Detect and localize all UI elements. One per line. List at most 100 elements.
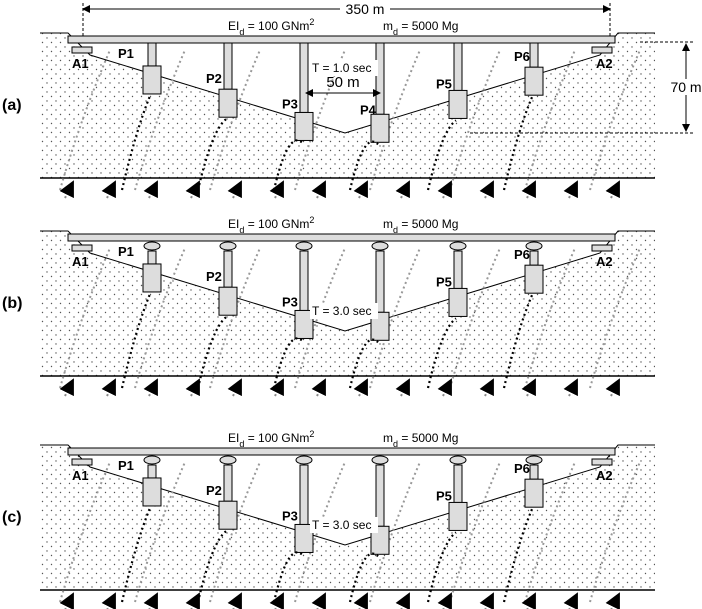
stiffness-main: EI <box>228 217 239 231</box>
pier-label: P5 <box>436 274 452 289</box>
pier-label: P2 <box>206 483 222 498</box>
foundation <box>371 114 389 142</box>
bearing <box>144 456 160 464</box>
input-arrow <box>443 380 451 396</box>
input-arrow <box>611 182 619 198</box>
mass-main: m <box>383 217 393 231</box>
input-arrow <box>569 182 577 198</box>
input-arrow <box>527 182 535 198</box>
input-arrow <box>149 594 157 609</box>
pier-label: P3 <box>282 96 298 111</box>
input-arrow <box>317 182 325 198</box>
input-arrow <box>317 380 325 396</box>
bearing <box>220 242 236 250</box>
mass-rest: = 5000 Mg <box>398 19 458 33</box>
input-arrow <box>107 594 115 609</box>
input-arrow <box>233 380 241 396</box>
period-label: T = 3.0 sec <box>312 304 371 318</box>
input-arrow <box>527 594 535 609</box>
input-arrow <box>569 594 577 609</box>
input-arrow <box>233 182 241 198</box>
abutment-label: A2 <box>596 254 613 269</box>
bearing <box>220 456 236 464</box>
stiffness-main: EI <box>228 19 239 33</box>
bearing <box>450 456 466 464</box>
foundation <box>295 112 313 140</box>
pier-label: P2 <box>206 71 222 86</box>
pier-spacing-label: 50 m <box>326 74 359 91</box>
bearing <box>450 242 466 250</box>
stiffness-label: EId = 100 GNm2 <box>228 429 314 449</box>
abutment-label: A1 <box>72 468 89 483</box>
pier-label: P5 <box>436 76 452 91</box>
input-arrow <box>65 182 73 198</box>
pier-column <box>224 43 232 89</box>
input-arrow <box>359 182 367 198</box>
span-label: 350 m <box>346 1 385 17</box>
pier-label: P1 <box>118 458 134 473</box>
pier-label: P5 <box>436 488 452 503</box>
abutment-label: A2 <box>596 56 613 71</box>
input-arrow <box>611 380 619 396</box>
height-label: 70 m <box>670 79 701 95</box>
pier-column <box>300 43 308 112</box>
bearing <box>372 242 388 250</box>
mass-rest: = 5000 Mg <box>398 431 458 445</box>
input-arrow <box>443 182 451 198</box>
pier-column <box>300 465 308 524</box>
input-arrow <box>401 380 409 396</box>
foundation <box>449 502 467 530</box>
stiffness-label: EId = 100 GNm2 <box>228 17 314 37</box>
panel: A1A2P1P2P3P4P5P6EId = 100 GNm2md = 5000 … <box>2 215 655 396</box>
input-arrow <box>149 380 157 396</box>
bearing <box>296 242 312 250</box>
abutment <box>72 459 92 465</box>
pier-column <box>454 465 462 502</box>
pier-label: P6 <box>514 461 530 476</box>
abutment <box>592 245 612 251</box>
figure: A1A2P1P2P3P4P5P6EId = 100 GNm2md = 5000 … <box>0 0 702 609</box>
input-arrow <box>191 380 199 396</box>
input-arrow <box>401 182 409 198</box>
foundation <box>143 66 161 94</box>
input-arrow <box>107 380 115 396</box>
input-arrow <box>317 594 325 609</box>
pier-column <box>530 251 538 265</box>
foundation <box>449 288 467 316</box>
foundation <box>219 89 237 117</box>
foundation <box>143 264 161 292</box>
pier-label: P1 <box>118 244 134 259</box>
stiffness-sup: 2 <box>309 215 314 225</box>
mass-label: md = 5000 Mg <box>383 217 458 235</box>
stiffness-main: EI <box>228 431 239 445</box>
mass-label: md = 5000 Mg <box>383 431 458 449</box>
dimension-span: 350 m <box>83 1 610 36</box>
period-label: T = 1.0 sec <box>312 61 371 75</box>
foundation <box>143 478 161 506</box>
foundation <box>525 479 543 507</box>
stiffness-rest: = 100 GNm <box>244 19 309 33</box>
pier-label: P1 <box>118 46 134 61</box>
abutment-label: A1 <box>72 56 89 71</box>
pier-label: P6 <box>514 247 530 262</box>
mass-main: m <box>383 19 393 33</box>
period-label: T = 3.0 sec <box>312 518 371 532</box>
abutment-label: A2 <box>596 468 613 483</box>
bearing <box>372 456 388 464</box>
panel-label: (c) <box>2 509 22 526</box>
pier-column <box>454 43 462 90</box>
input-arrow <box>569 380 577 396</box>
foundation <box>219 287 237 315</box>
input-arrow <box>527 380 535 396</box>
input-arrow <box>65 594 73 609</box>
input-arrow <box>233 594 241 609</box>
foundation <box>449 90 467 118</box>
input-arrow <box>485 594 493 609</box>
deck <box>68 36 615 43</box>
pier-column <box>530 465 538 479</box>
abutment <box>72 245 92 251</box>
pier-column <box>300 251 308 310</box>
panel-label: (a) <box>2 97 22 114</box>
abutment <box>592 47 612 53</box>
